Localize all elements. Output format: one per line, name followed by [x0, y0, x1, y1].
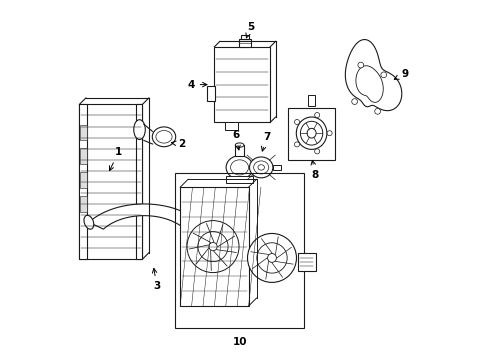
Text: 7: 7	[262, 132, 270, 151]
Ellipse shape	[307, 128, 316, 138]
Circle shape	[294, 120, 299, 125]
Text: 5: 5	[246, 22, 254, 38]
Bar	[239, 39, 251, 47]
Polygon shape	[89, 204, 213, 247]
Circle shape	[187, 221, 239, 273]
Bar	[215, 47, 270, 122]
Circle shape	[315, 149, 319, 154]
Ellipse shape	[231, 160, 248, 175]
Ellipse shape	[296, 117, 327, 149]
Text: 6: 6	[232, 130, 240, 150]
Ellipse shape	[156, 130, 172, 143]
Text: 9: 9	[394, 69, 409, 79]
Ellipse shape	[300, 121, 323, 145]
Bar	[180, 187, 248, 306]
Text: 4: 4	[187, 80, 207, 90]
Circle shape	[381, 72, 387, 78]
Circle shape	[247, 233, 296, 282]
Bar	[226, 176, 253, 183]
Ellipse shape	[254, 161, 269, 174]
Polygon shape	[345, 40, 402, 111]
Ellipse shape	[249, 157, 273, 178]
Text: 8: 8	[311, 161, 319, 180]
Circle shape	[268, 253, 276, 262]
Bar	[136, 104, 143, 259]
Bar	[80, 125, 87, 140]
Bar	[79, 104, 143, 259]
Bar	[175, 173, 304, 328]
Text: 3: 3	[152, 269, 160, 291]
Bar	[207, 86, 215, 101]
Bar	[288, 108, 335, 160]
Circle shape	[198, 231, 228, 262]
Bar	[241, 35, 249, 39]
Ellipse shape	[84, 215, 94, 229]
Ellipse shape	[235, 143, 244, 147]
Text: 10: 10	[232, 337, 247, 347]
Circle shape	[294, 142, 299, 147]
Bar	[235, 145, 244, 156]
Circle shape	[209, 243, 217, 251]
Ellipse shape	[134, 120, 145, 139]
Bar	[273, 165, 281, 170]
Circle shape	[257, 243, 287, 273]
Bar	[79, 104, 87, 259]
Ellipse shape	[258, 165, 265, 170]
Text: 2: 2	[172, 139, 186, 149]
Circle shape	[352, 99, 358, 104]
Circle shape	[327, 131, 332, 136]
Polygon shape	[356, 66, 383, 102]
Bar	[225, 122, 238, 130]
Bar	[80, 196, 87, 212]
Circle shape	[375, 108, 381, 114]
Bar	[80, 172, 87, 188]
Bar	[308, 95, 315, 106]
Ellipse shape	[152, 127, 176, 147]
Bar	[298, 253, 316, 271]
Bar	[80, 148, 87, 164]
Circle shape	[315, 113, 319, 118]
Text: 1: 1	[109, 148, 122, 171]
Circle shape	[358, 62, 364, 68]
Ellipse shape	[208, 239, 217, 253]
Ellipse shape	[226, 156, 253, 179]
